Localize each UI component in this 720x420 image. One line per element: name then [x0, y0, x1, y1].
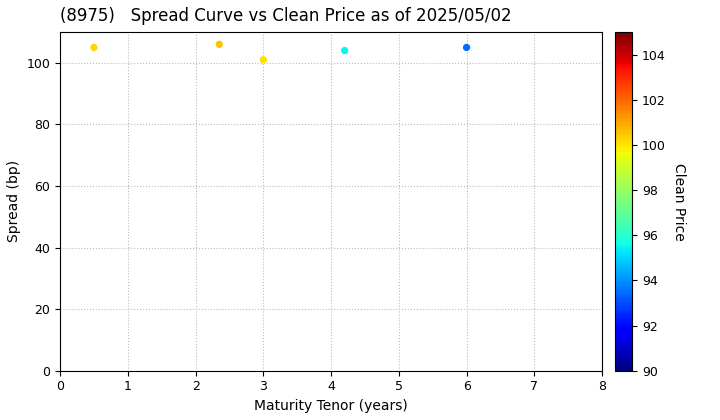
Y-axis label: Clean Price: Clean Price — [672, 163, 686, 240]
Point — [339, 47, 351, 54]
Text: (8975)   Spread Curve vs Clean Price as of 2025/05/02: (8975) Spread Curve vs Clean Price as of… — [60, 7, 512, 25]
Point — [461, 44, 472, 51]
Point — [214, 41, 225, 48]
Y-axis label: Spread (bp): Spread (bp) — [7, 160, 21, 242]
Point — [89, 44, 100, 51]
X-axis label: Maturity Tenor (years): Maturity Tenor (years) — [254, 399, 408, 413]
Point — [258, 56, 269, 63]
